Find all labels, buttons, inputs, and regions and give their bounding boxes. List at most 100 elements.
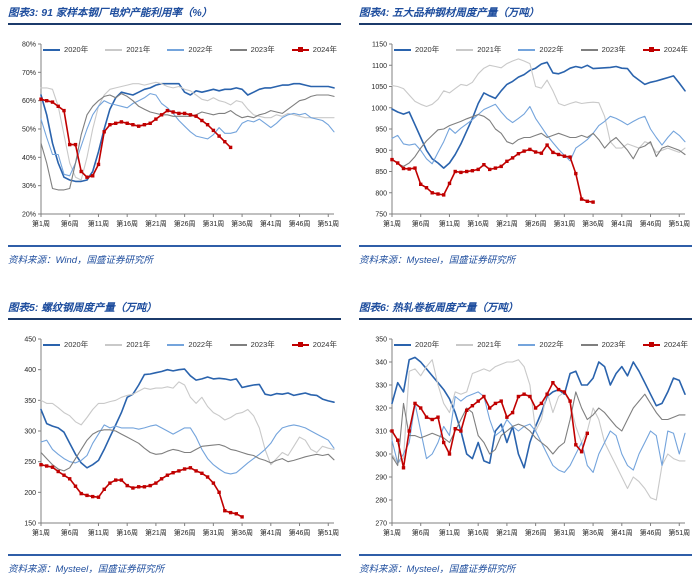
series-marker-2024年 [119, 478, 124, 482]
series-marker-2024年 [79, 169, 83, 174]
x-tick-label: 第41周 [611, 219, 633, 228]
series-marker-2024年 [499, 164, 503, 169]
series-marker-2024年 [68, 142, 72, 147]
y-tick-label: 800 [375, 190, 387, 197]
series-marker-2024年 [585, 199, 589, 203]
y-tick-label: 1000 [371, 105, 387, 112]
x-tick-label: 第6周 [412, 219, 430, 228]
series-marker-2024年 [401, 166, 406, 171]
series-marker-2024年 [62, 473, 66, 477]
series-marker-2024年 [200, 118, 204, 123]
x-tick-label: 第41周 [260, 528, 282, 537]
series-marker-2024年 [401, 466, 406, 470]
series-marker-2024年 [459, 429, 463, 433]
series-marker-2024年 [188, 113, 193, 117]
series-marker-2024年 [551, 381, 555, 385]
series-marker-2024年 [442, 440, 446, 445]
series-marker-2024年 [476, 167, 480, 172]
x-tick-label: 第16周 [116, 528, 138, 537]
series-marker-2024年 [142, 485, 147, 489]
series-marker-2024年 [562, 154, 567, 158]
series-marker-2024年 [91, 494, 95, 499]
series-marker-2024年 [165, 473, 170, 477]
x-tick-label: 第31周 [553, 528, 575, 537]
chart-title: 图表6: 热轧卷板周度产量（万吨） [359, 302, 519, 314]
series-marker-2024年 [79, 491, 83, 496]
x-tick-label: 第1周 [32, 219, 50, 228]
series-marker-2024年 [96, 495, 101, 499]
x-tick-label: 第41周 [260, 219, 282, 228]
series-marker-2024年 [108, 123, 112, 127]
x-tick-label: 第36周 [582, 219, 604, 228]
series-marker-2024年 [234, 512, 238, 516]
chart-canvas-fig6: 270 280 290 300 310 320 330 340 350 第1周 第6周 第11周 第16… [375, 337, 690, 538]
x-tick-label: 第16周 [116, 219, 138, 228]
series-marker-2024年 [436, 415, 440, 419]
y-tick-label: 400 [24, 367, 36, 374]
x-tick-label: 第26周 [525, 528, 547, 537]
series-marker-2024年 [194, 114, 198, 118]
x-tick-label: 第51周 [317, 219, 339, 228]
series-marker-2024年 [228, 510, 233, 515]
series-marker-2024年 [528, 147, 532, 152]
series-line-2022年 [40, 424, 335, 475]
series-marker-2024年 [131, 486, 135, 490]
series-marker-2024年 [488, 406, 492, 410]
series-marker-2024年 [568, 399, 572, 403]
series-marker-2024年 [85, 493, 89, 498]
series-marker-2024年 [171, 110, 175, 114]
series-marker-2024年 [240, 515, 244, 519]
series-marker-2024年 [442, 193, 446, 197]
series-marker-2024年 [211, 481, 216, 485]
chart-block-fig5: 图表5: 螺纹钢周度产量（万吨） 2020年 2021年 2022年 2023年 202… [8, 300, 341, 575]
series-marker-2024年 [510, 156, 515, 160]
y-tick-label: 40% [22, 155, 36, 162]
series-marker-2024年 [453, 169, 457, 174]
series-marker-2024年 [539, 151, 544, 155]
series-marker-2024年 [591, 200, 595, 204]
series-line-2022年 [391, 391, 686, 473]
series-marker-2024年 [499, 399, 503, 403]
x-tick-label: 第16周 [467, 528, 489, 537]
series-marker-2024年 [131, 123, 135, 127]
series-line-2023年 [391, 113, 686, 167]
x-tick-label: 第11周 [439, 219, 460, 228]
series-marker-2024年 [476, 399, 480, 403]
chart-canvas-fig3: 20%30%40%50%60%70%80%第1周 第6周 第11周 第16周 第21周第… [22, 42, 339, 229]
chart-area: 2020年 2021年 2022年 2023年 2024年 270 280 290 300 31… [359, 329, 692, 547]
y-tick-label: 750 [375, 212, 387, 219]
x-tick-label: 第51周 [668, 528, 690, 537]
y-tick-label: 350 [24, 398, 36, 405]
y-tick-label: 50% [22, 127, 36, 134]
chart-block-fig3: 图表3: 91 家样本钢厂电炉产能利用率（%） 2020年 2021年 2022年 2… [8, 5, 341, 266]
series-marker-2024年 [119, 120, 124, 124]
series-marker-2024年 [211, 128, 216, 133]
series-marker-2024年 [73, 484, 78, 488]
series-marker-2024年 [205, 123, 210, 127]
series-marker-2024年 [165, 108, 170, 113]
series-marker-2024年 [424, 186, 429, 190]
series-marker-2024年 [407, 167, 411, 171]
source-rule [359, 245, 692, 247]
series-marker-2024年 [528, 394, 532, 399]
series-line-2023年 [391, 391, 686, 467]
x-tick-label: 第1周 [32, 528, 50, 537]
series-marker-2024年 [154, 117, 158, 121]
series-marker-2024年 [407, 429, 411, 433]
series-marker-2024年 [510, 410, 515, 415]
y-tick-label: 1150 [372, 42, 387, 49]
series-marker-2024年 [579, 197, 584, 201]
y-tick-label: 320 [375, 406, 387, 413]
series-marker-2024年 [102, 487, 106, 491]
y-tick-label: 300 [24, 429, 36, 436]
y-tick-label: 200 [24, 490, 36, 497]
title-rule [359, 318, 692, 320]
series-marker-2024年 [430, 417, 434, 422]
x-tick-label: 第31周 [553, 219, 575, 228]
x-tick-label: 第16周 [467, 219, 489, 228]
series-marker-2024年 [482, 394, 486, 399]
series-marker-2024年 [39, 97, 43, 101]
series-marker-2024年 [470, 404, 475, 408]
series-marker-2024年 [45, 464, 49, 468]
series-marker-2024年 [396, 161, 400, 165]
